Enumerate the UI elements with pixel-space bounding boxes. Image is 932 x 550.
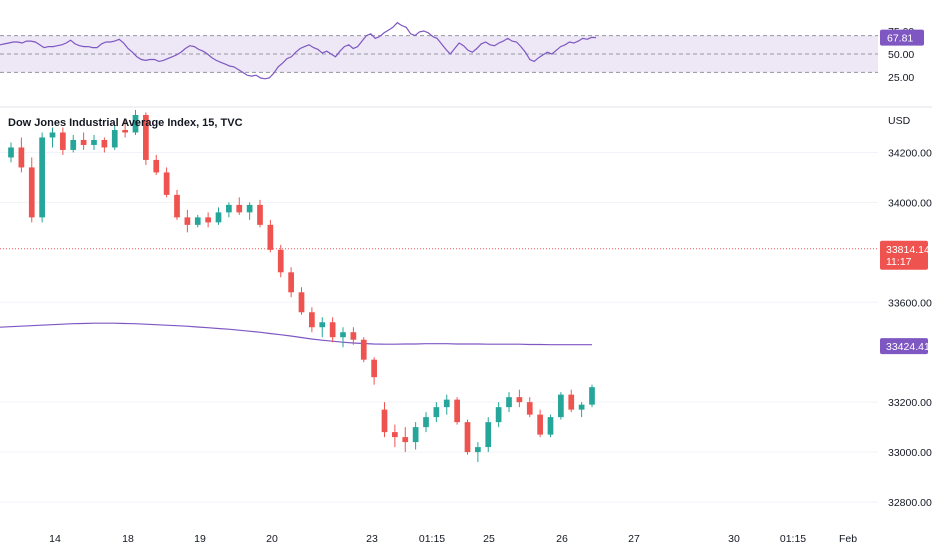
candle-body <box>163 172 170 195</box>
candle-body <box>236 204 243 213</box>
candle-body <box>319 322 326 328</box>
candles <box>8 110 595 463</box>
price-tick-label: 32800.00 <box>888 497 932 509</box>
moving-average-tag <box>880 338 928 355</box>
price-tick-label: 33200.00 <box>888 397 932 409</box>
candle-body <box>205 217 211 223</box>
chart-title: Dow Jones Industrial Average Index, 15, … <box>8 117 243 129</box>
candle-body <box>495 407 502 423</box>
candle-body <box>257 204 263 225</box>
candle-body <box>174 194 180 218</box>
candle-body <box>143 114 149 160</box>
candle-body <box>443 399 450 408</box>
candle-body <box>454 399 460 423</box>
price-tick-label: 33600.00 <box>888 297 932 309</box>
time-tick-label: 23 <box>366 533 378 545</box>
time-tick-label: 25 <box>483 533 495 545</box>
candle-body <box>60 132 66 150</box>
candle-body <box>153 159 160 173</box>
rsi-line <box>0 21 597 80</box>
candle-body <box>329 322 336 338</box>
price-tick-label: 34200.00 <box>888 147 932 159</box>
price-tick-label: 34000.00 <box>888 197 932 209</box>
time-tick-label: 26 <box>556 533 568 545</box>
moving-average-line <box>0 322 592 346</box>
candle-body <box>298 292 305 313</box>
candle-body <box>381 409 388 433</box>
candle-body <box>8 147 14 158</box>
candle-body <box>350 332 357 340</box>
candle-body <box>28 167 35 218</box>
candle-body <box>568 394 575 410</box>
currency-label: USD <box>888 115 911 127</box>
candle-body <box>485 422 492 448</box>
candle-body <box>288 272 294 293</box>
moving-average-label: 33424.41 <box>886 341 930 353</box>
current-price-tag <box>880 240 928 270</box>
candle-body <box>423 417 429 428</box>
current-price-label: 33814.14 <box>886 244 930 256</box>
candle-body <box>49 132 56 138</box>
candle-body <box>578 404 585 410</box>
candle-body <box>277 249 284 273</box>
candle-body <box>18 147 25 168</box>
candle-body <box>39 137 45 218</box>
candle-body <box>132 114 139 133</box>
candle-body <box>340 332 346 338</box>
candle-body <box>101 139 108 148</box>
time-tick-label: 20 <box>266 533 278 545</box>
rsi-tick-label: 50.00 <box>888 49 914 61</box>
candle-body <box>309 312 315 328</box>
candle-body <box>80 139 87 145</box>
time-tick-label: 19 <box>194 533 206 545</box>
price-tick-label: 33000.00 <box>888 447 932 459</box>
candle-body <box>111 129 118 148</box>
candle-body <box>412 427 419 443</box>
candle-body <box>184 217 191 225</box>
candle-body <box>371 359 377 378</box>
candle-body <box>91 139 97 145</box>
time-tick-label: 01:15 <box>780 533 806 545</box>
time-tick-label: 14 <box>49 533 61 545</box>
time-tick-label: 01:15 <box>419 533 445 545</box>
candle-body <box>526 402 533 415</box>
rsi-tick-label: 25.00 <box>888 72 914 84</box>
candle-body <box>589 387 595 405</box>
time-tick-label: 30 <box>728 533 740 545</box>
price-pane: Dow Jones Industrial Average Index, 15, … <box>0 110 932 509</box>
candle-body <box>215 212 222 223</box>
candle-body <box>475 447 481 453</box>
candle-body <box>464 422 471 453</box>
candle-body <box>246 204 253 213</box>
price-grid <box>0 151 878 503</box>
candle-body <box>392 432 398 438</box>
candle-body <box>537 414 543 435</box>
candle-body <box>558 394 564 418</box>
candle-body <box>267 224 274 250</box>
candle-body <box>122 129 128 133</box>
candle-body <box>226 204 232 213</box>
time-tick-label: 27 <box>628 533 640 545</box>
candle-body <box>433 407 440 418</box>
time-tick-label: 18 <box>122 533 134 545</box>
rsi-pane: 75.00 50.00 25.00 67.81 <box>0 21 924 84</box>
candle-body <box>506 397 512 408</box>
bar-countdown-label: 11:17 <box>886 256 912 268</box>
candle-body <box>360 339 367 360</box>
time-axis[interactable]: 14 18 19 20 23 01:15 25 26 27 30 01:15 F… <box>49 533 857 545</box>
candle-body <box>547 417 554 435</box>
candle-body <box>516 397 523 403</box>
candle-body <box>194 217 201 225</box>
rsi-value-tag <box>880 29 924 46</box>
candle-body <box>402 437 409 443</box>
time-tick-label: Feb <box>839 533 857 545</box>
rsi-value-label: 67.81 <box>887 33 913 45</box>
candle-body <box>70 139 77 150</box>
